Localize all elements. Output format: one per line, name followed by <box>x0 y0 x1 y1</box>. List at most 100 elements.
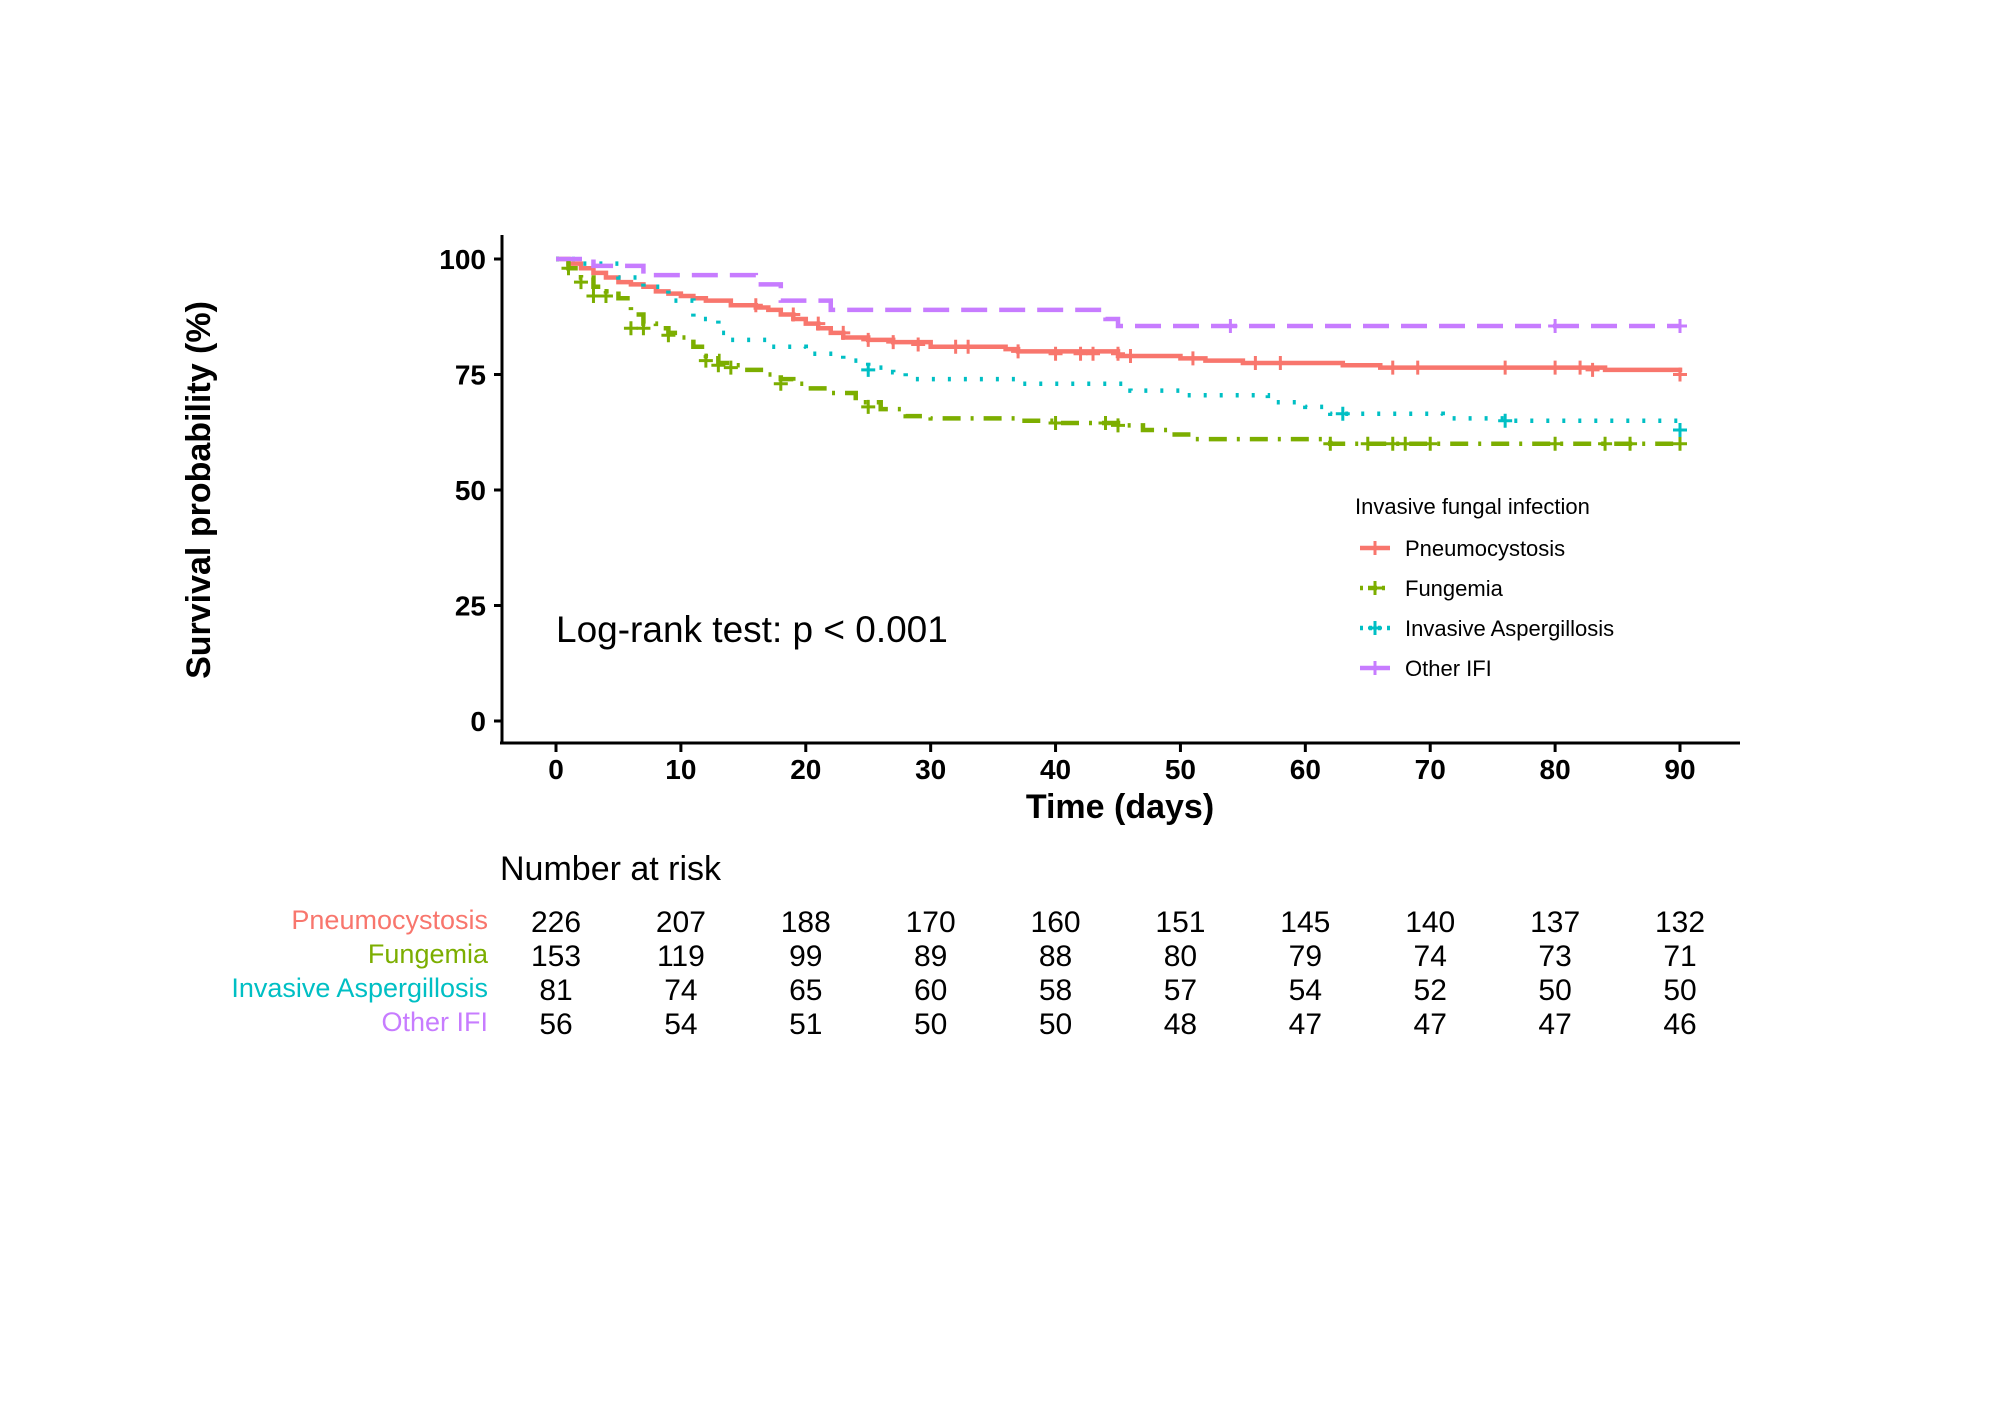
censor-mark-pneumocystosis <box>1573 360 1588 375</box>
x-tick-label: 50 <box>1165 754 1196 785</box>
censor-mark-pneumocystosis <box>1073 346 1088 361</box>
legend-label-fungemia: Fungemia <box>1405 576 1504 601</box>
censor-mark-pneumocystosis <box>1248 355 1263 370</box>
censor-mark-fungemia <box>773 376 788 391</box>
censor-mark-invasive-aspergillosis <box>1498 413 1513 428</box>
legend-label-invasive-aspergillosis: Invasive Aspergillosis <box>1405 616 1614 641</box>
risk-count-invasive-aspergillosis: 50 <box>1538 974 1571 1007</box>
censor-mark-pneumocystosis <box>886 335 901 350</box>
risk-count-fungemia: 88 <box>1039 940 1072 973</box>
curve-invasive-aspergillosis <box>556 256 1680 423</box>
y-ticks: 0 25 50 75 100 <box>439 244 502 737</box>
censor-mark-fungemia <box>1048 416 1063 431</box>
risk-count-invasive-aspergillosis: 65 <box>789 974 822 1007</box>
risk-count-invasive-aspergillosis: 50 <box>1663 974 1696 1007</box>
x-tick-label: 10 <box>665 754 696 785</box>
y-axis-title: Survival probability (%) <box>180 301 218 679</box>
risk-count-fungemia: 99 <box>789 940 822 973</box>
censor-mark-pneumocystosis <box>1410 360 1425 375</box>
y-tick-label: 25 <box>455 591 486 622</box>
risk-count-fungemia: 89 <box>914 940 947 973</box>
risk-count-invasive-aspergillosis: 60 <box>914 974 947 1007</box>
censor-mark-fungemia <box>598 288 613 303</box>
censor-mark-fungemia <box>623 321 638 336</box>
x-ticks: 0 10 20 30 40 50 60 70 80 90 <box>548 743 1696 785</box>
censor-mark-fungemia <box>698 353 713 368</box>
risk-count-other-ifi: 56 <box>539 1008 572 1041</box>
censor-mark-pneumocystosis <box>1273 355 1288 370</box>
censor-mark-pneumocystosis <box>1048 346 1063 361</box>
censor-mark-pneumocystosis <box>1185 351 1200 366</box>
curve-pneumocystosis <box>556 256 1683 373</box>
risk-row-label-pneumocystosis: Pneumocystosis <box>291 905 488 935</box>
x-tick-label: 20 <box>790 754 821 785</box>
censor-mark-fungemia <box>1385 436 1400 451</box>
censor-mark-fungemia <box>711 358 726 373</box>
censor-mark-pneumocystosis <box>948 339 963 354</box>
censor-mark-invasive-aspergillosis <box>1335 406 1350 421</box>
risk-count-invasive-aspergillosis: 58 <box>1039 974 1072 1007</box>
censor-mark-fungemia <box>1360 436 1375 451</box>
censor-mark-other-ifi <box>1673 318 1687 333</box>
censor-mark-pneumocystosis <box>1585 362 1600 377</box>
censor-mark-pneumocystosis <box>1548 360 1563 375</box>
risk-count-pneumocystosis: 188 <box>781 906 831 939</box>
x-tick-label: 90 <box>1664 754 1695 785</box>
legend-censor-invasive-aspergillosis <box>1368 621 1382 635</box>
risk-count-pneumocystosis: 170 <box>906 906 956 939</box>
risk-count-pneumocystosis: 140 <box>1405 906 1455 939</box>
x-tick-label: 80 <box>1540 754 1571 785</box>
censor-mark-fungemia <box>1111 418 1125 433</box>
log-rank-annotation: Log-rank test: p < 0.001 <box>556 609 948 650</box>
censor-mark-fungemia <box>1098 416 1113 431</box>
legend-censor-other-ifi <box>1368 661 1382 675</box>
censor-mark-invasive-aspergillosis <box>1673 422 1687 437</box>
x-tick-label: 0 <box>548 754 564 785</box>
censor-mark-pneumocystosis <box>1673 367 1687 382</box>
risk-count-fungemia: 74 <box>1414 940 1447 973</box>
censor-mark-fungemia <box>1598 436 1613 451</box>
legend-censor-pneumocystosis <box>1368 541 1382 555</box>
censor-mark-pneumocystosis <box>1123 349 1138 364</box>
risk-count-invasive-aspergillosis: 52 <box>1414 974 1447 1007</box>
censor-mark-fungemia <box>723 360 738 375</box>
censor-mark-fungemia <box>573 275 588 290</box>
x-axis-title: Time (days) <box>1026 788 1214 826</box>
censor-mark-other-ifi <box>1223 318 1238 333</box>
legend-title: Invasive fungal infection <box>1355 494 1590 519</box>
risk-count-other-ifi: 54 <box>664 1008 697 1041</box>
risk-count-pneumocystosis: 145 <box>1280 906 1330 939</box>
risk-count-other-ifi: 47 <box>1414 1008 1447 1041</box>
risk-row-label-other-ifi: Other IFI <box>381 1007 488 1037</box>
risk-count-invasive-aspergillosis: 57 <box>1164 974 1197 1007</box>
censor-marks <box>561 261 1687 451</box>
risk-count-pneumocystosis: 207 <box>656 906 706 939</box>
risk-row-label-fungemia: Fungemia <box>368 939 489 969</box>
y-tick-label: 50 <box>455 475 486 506</box>
risk-count-pneumocystosis: 137 <box>1530 906 1580 939</box>
censor-mark-fungemia <box>861 399 876 414</box>
x-tick-label: 30 <box>915 754 946 785</box>
censor-mark-fungemia <box>1548 436 1563 451</box>
risk-count-fungemia: 153 <box>531 940 581 973</box>
risk-count-fungemia: 119 <box>657 940 705 973</box>
risk-table-title: Number at risk <box>500 850 722 888</box>
censor-mark-pneumocystosis <box>748 298 763 313</box>
censor-mark-fungemia <box>1673 436 1687 451</box>
legend-censor-fungemia <box>1368 581 1382 595</box>
censor-mark-other-ifi <box>1548 318 1563 333</box>
censor-mark-pneumocystosis <box>861 332 876 347</box>
risk-count-pneumocystosis: 132 <box>1655 906 1705 939</box>
risk-count-other-ifi: 51 <box>789 1008 822 1041</box>
risk-count-invasive-aspergillosis: 74 <box>664 974 697 1007</box>
censor-mark-fungemia <box>636 321 651 336</box>
legend-label-pneumocystosis: Pneumocystosis <box>1405 536 1565 561</box>
risk-count-other-ifi: 50 <box>1039 1008 1072 1041</box>
censor-mark-pneumocystosis <box>1498 360 1513 375</box>
censor-mark-fungemia <box>1623 436 1638 451</box>
risk-table: Number at risk Pneumocystosis 226 207 188 17… <box>231 850 1705 1041</box>
censor-mark-fungemia <box>561 261 576 276</box>
legend-label-other-ifi: Other IFI <box>1405 656 1492 681</box>
risk-count-other-ifi: 50 <box>914 1008 947 1041</box>
